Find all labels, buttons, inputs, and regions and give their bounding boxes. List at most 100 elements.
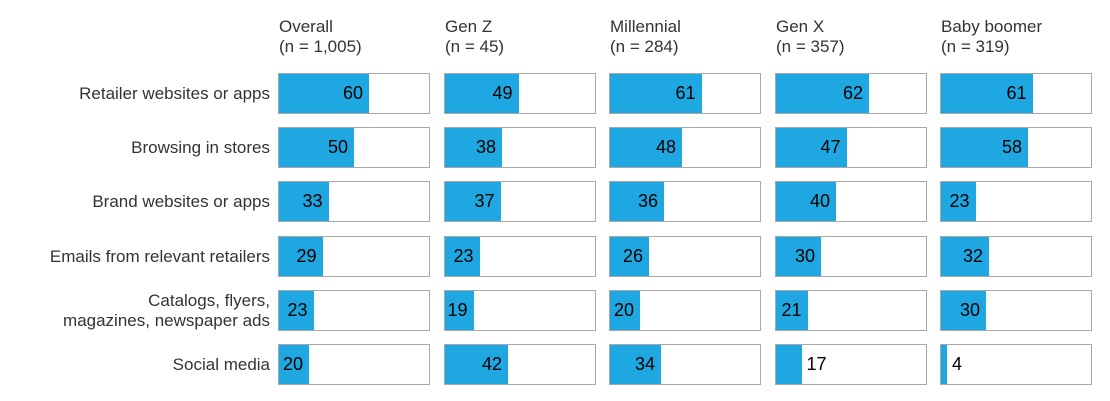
column-header-gen-z: Gen Z (n = 45) <box>445 17 605 57</box>
bar-fill <box>941 182 976 221</box>
bar-fill <box>279 182 329 221</box>
column-header-millennial: Millennial (n = 284) <box>610 17 770 57</box>
bar-fill <box>941 237 989 276</box>
bar-value-label: 17 <box>806 354 827 374</box>
bar-track: 49 <box>444 73 596 114</box>
bar-value-label: 21 <box>781 300 802 320</box>
bar-track: 61 <box>609 73 761 114</box>
bar-fill <box>776 237 821 276</box>
bar-track: 62 <box>775 73 927 114</box>
bar-value-label: 23 <box>453 246 474 266</box>
bar-value-label: 42 <box>482 354 503 374</box>
bar-fill <box>279 128 354 167</box>
column-header-sample-size: (n = 45) <box>445 37 505 56</box>
bar-value-label: 49 <box>492 83 513 103</box>
bar-value-label: 32 <box>963 246 984 266</box>
bar-value-label: 37 <box>474 191 495 211</box>
bar-track: 17 <box>775 344 927 385</box>
bar-fill <box>941 128 1028 167</box>
bar-track: 42 <box>444 344 596 385</box>
bar-fill <box>941 74 1033 113</box>
row-label-line: Browsing in stores <box>131 137 270 157</box>
bar-track: 50 <box>278 127 430 168</box>
row-label: Emails from relevant retailers <box>0 236 270 277</box>
bar-value-label: 36 <box>638 191 659 211</box>
bar-value-label: 23 <box>949 191 970 211</box>
bar-track: 30 <box>940 290 1092 331</box>
bar-fill <box>610 237 649 276</box>
bar-value-label: 38 <box>476 137 497 157</box>
column-header-sample-size: (n = 1,005) <box>279 37 362 56</box>
bar-fill <box>445 182 501 221</box>
bar-fill <box>776 345 802 384</box>
bar-value-label: 58 <box>1002 137 1023 157</box>
bar-value-label: 61 <box>1006 83 1027 103</box>
bar-fill <box>279 74 369 113</box>
bar-track: 61 <box>940 73 1092 114</box>
bar-track: 37 <box>444 181 596 222</box>
row-label: Browsing in stores <box>0 127 270 168</box>
bar-fill <box>610 291 640 330</box>
bar-value-label: 62 <box>843 83 864 103</box>
bar-fill <box>610 128 682 167</box>
bar-track: 26 <box>609 236 761 277</box>
bar-value-label: 29 <box>296 246 317 266</box>
bar-track: 20 <box>278 344 430 385</box>
bar-value-label: 61 <box>675 83 696 103</box>
bar-track: 47 <box>775 127 927 168</box>
bar-value-label: 48 <box>656 137 677 157</box>
bar-fill <box>279 345 309 384</box>
bar-fill <box>279 237 323 276</box>
bar-track: 38 <box>444 127 596 168</box>
bar-fill <box>941 291 986 330</box>
bar-track: 19 <box>444 290 596 331</box>
row-label-line: Retailer websites or apps <box>79 83 270 103</box>
bar-track: 20 <box>609 290 761 331</box>
bar-value-label: 4 <box>952 354 963 374</box>
bar-track: 23 <box>940 181 1092 222</box>
bar-track: 30 <box>775 236 927 277</box>
bar-value-label: 50 <box>328 137 349 157</box>
row-label-line: Social media <box>172 354 270 374</box>
bar-fill <box>445 345 508 384</box>
bar-fill <box>776 128 847 167</box>
bar-fill <box>445 74 519 113</box>
column-header-name: Baby boomer <box>941 17 1043 36</box>
column-header-sample-size: (n = 357) <box>776 37 845 56</box>
row-label: Retailer websites or apps <box>0 73 270 114</box>
bar-fill <box>445 237 480 276</box>
bar-fill <box>776 74 869 113</box>
bar-track: 58 <box>940 127 1092 168</box>
row-label-line: Emails from relevant retailers <box>49 246 270 266</box>
bar-fill <box>776 291 808 330</box>
column-header-name: Gen X <box>776 17 825 36</box>
column-header-overall: Overall (n = 1,005) <box>279 17 439 57</box>
bar-fill <box>445 291 474 330</box>
bar-fill <box>279 291 314 330</box>
bar-track: 34 <box>609 344 761 385</box>
bar-value-label: 47 <box>820 137 841 157</box>
row-label: Brand websites or apps <box>0 181 270 222</box>
column-header-name: Overall <box>279 17 333 36</box>
bar-value-label: 30 <box>795 246 816 266</box>
bar-track: 33 <box>278 181 430 222</box>
column-header-name: Millennial <box>610 17 681 36</box>
bar-track: 4 <box>940 344 1092 385</box>
bar-value-label: 26 <box>623 246 644 266</box>
row-label-line: Brand websites or apps <box>92 191 270 211</box>
bar-track: 36 <box>609 181 761 222</box>
bar-track: 60 <box>278 73 430 114</box>
bar-fill <box>941 345 947 384</box>
bar-fill <box>610 74 702 113</box>
bar-value-label: 60 <box>343 83 364 103</box>
bar-fill <box>610 345 661 384</box>
bar-value-label: 30 <box>960 300 981 320</box>
bar-track: 29 <box>278 236 430 277</box>
bar-value-label: 33 <box>302 191 323 211</box>
bar-value-label: 40 <box>810 191 831 211</box>
bar-track: 40 <box>775 181 927 222</box>
bar-value-label: 20 <box>614 300 635 320</box>
row-label-line: Catalogs, flyers, <box>148 290 270 310</box>
bar-value-label: 34 <box>635 354 656 374</box>
